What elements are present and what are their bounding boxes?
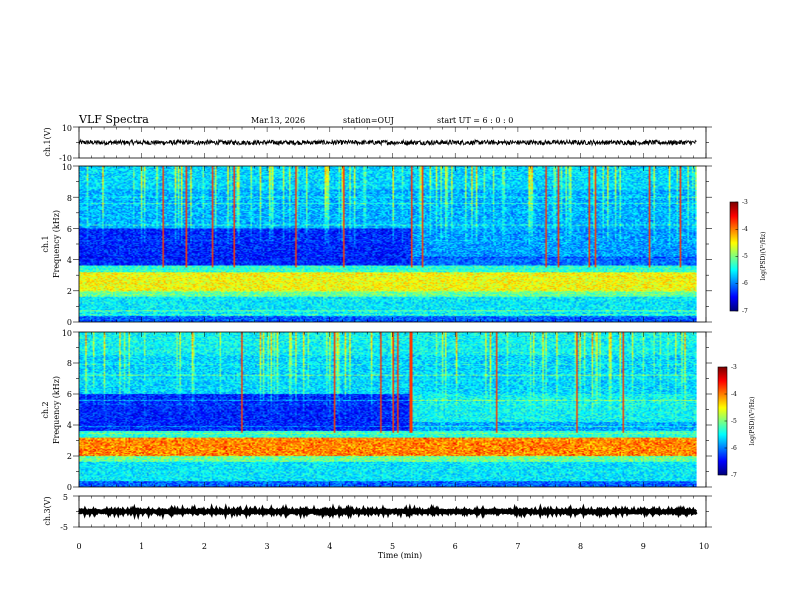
ch1-freq-tick-6: 6 — [67, 225, 72, 234]
ch1-freq-tick-0: 0 — [67, 318, 72, 327]
ch1-cbar-tick-m3: -3 — [742, 199, 748, 206]
ch1-ytick-top: 10 — [62, 124, 72, 133]
time-axis: 0 1 2 3 4 5 6 7 8 9 10 Time (min) — [76, 542, 709, 560]
time-tick-9: 9 — [641, 542, 646, 551]
ch3-ytick-top: 5 — [63, 493, 68, 502]
ch3-waveform-line — [78, 503, 698, 521]
ch1-cbar-tick-m6: -6 — [742, 280, 748, 287]
ch1-spectrogram-ticks — [73, 165, 712, 323]
ch1-colorbar-label: log(PSD)(V²/Hz) — [760, 232, 767, 281]
ch1-colorbar-ticks — [735, 201, 738, 312]
start-time-label: start UT = 6 : 0 : 0 — [437, 116, 513, 125]
ch2-spectrogram-ticks — [73, 331, 712, 488]
time-tick-7: 7 — [515, 542, 520, 551]
time-tick-5: 5 — [390, 542, 395, 551]
ch2-spectrogram-image — [79, 332, 697, 487]
ch1-frequency-axis-label: Frequency (kHz) — [52, 210, 61, 278]
ch2-freq-tick-8: 8 — [67, 359, 72, 368]
ch2-cbar-tick-m3: -3 — [731, 364, 737, 371]
time-axis-label: Time (min) — [378, 551, 422, 560]
ch2-colorbar-ticks — [724, 366, 727, 476]
ch2-freq-tick-0: 0 — [67, 483, 72, 492]
ch1-channel-label: ch.1 — [41, 235, 50, 252]
ch1-spectrogram-image — [79, 166, 697, 322]
ch1-waveform-ticks — [73, 126, 712, 159]
time-tick-2: 2 — [202, 542, 207, 551]
ch1-cbar-tick-m7: -7 — [742, 308, 748, 315]
ch2-freq-tick-10: 10 — [62, 329, 72, 338]
ch2-freq-tick-2: 2 — [67, 452, 72, 461]
ch2-cbar-tick-m5: -5 — [731, 418, 737, 425]
ch2-frequency-axis-label: Frequency (kHz) — [52, 376, 61, 444]
station-label: station=OUJ — [343, 116, 394, 125]
ch2-colorbar: -3 -4 -5 -6 -7 log(PSD)(V²/Hz) — [717, 364, 756, 479]
time-tick-8: 8 — [578, 542, 583, 551]
ch3-waveform-ticks — [73, 495, 712, 528]
time-tick-10: 10 — [699, 542, 709, 551]
ch1-freq-tick-8: 8 — [67, 194, 72, 203]
ch1-freq-tick-4: 4 — [67, 256, 72, 265]
ch2-freq-tick-4: 4 — [67, 421, 72, 430]
ch3-waveform-panel: 5 -5 ch.3(V) — [43, 493, 712, 532]
date-label: Mar.13, 2026 — [251, 116, 305, 125]
ch1-ytick-bottom: -10 — [59, 154, 72, 163]
ch1-freq-tick-10: 10 — [62, 163, 72, 172]
ch1-spectrogram-panel: 0 2 4 6 8 10 ch.1 Frequency (kHz) — [41, 163, 712, 327]
ch1-cbar-tick-m4: -4 — [742, 226, 748, 233]
ch2-spectrogram-panel: 0 2 4 6 8 10 ch.2 Frequency (kHz) — [41, 329, 712, 492]
ch2-cbar-tick-m6: -6 — [731, 445, 737, 452]
ch1-colorbar-gradient — [730, 202, 738, 311]
time-tick-3: 3 — [265, 542, 270, 551]
figure-title: VLF Spectra — [78, 113, 149, 126]
ch2-colorbar-gradient — [718, 367, 727, 475]
ch1-waveform-panel: 10 -10 ch.1(V) — [43, 124, 712, 163]
ch1-freq-tick-2: 2 — [67, 287, 72, 296]
ch1-waveform-line — [78, 138, 697, 147]
time-tick-4: 4 — [327, 542, 332, 551]
ch2-colorbar-label: log(PSD)(V²/Hz) — [749, 397, 756, 446]
ch3-ytick-bottom: -5 — [60, 523, 68, 532]
ch2-channel-label: ch.2 — [41, 401, 50, 418]
time-tick-0: 0 — [76, 542, 81, 551]
ch1-cbar-tick-m5: -5 — [742, 253, 748, 260]
ch1-waveform-ylabel: ch.1(V) — [43, 127, 52, 156]
ch3-waveform-ylabel: ch.3(V) — [43, 496, 52, 525]
ch2-cbar-tick-m4: -4 — [731, 391, 737, 398]
ch2-cbar-tick-m7: -7 — [731, 472, 737, 479]
time-tick-6: 6 — [453, 542, 458, 551]
ch2-freq-tick-6: 6 — [67, 390, 72, 399]
ch1-colorbar: -3 -4 -5 -6 -7 log(PSD)(V²/Hz) — [729, 199, 767, 315]
time-tick-1: 1 — [139, 542, 144, 551]
